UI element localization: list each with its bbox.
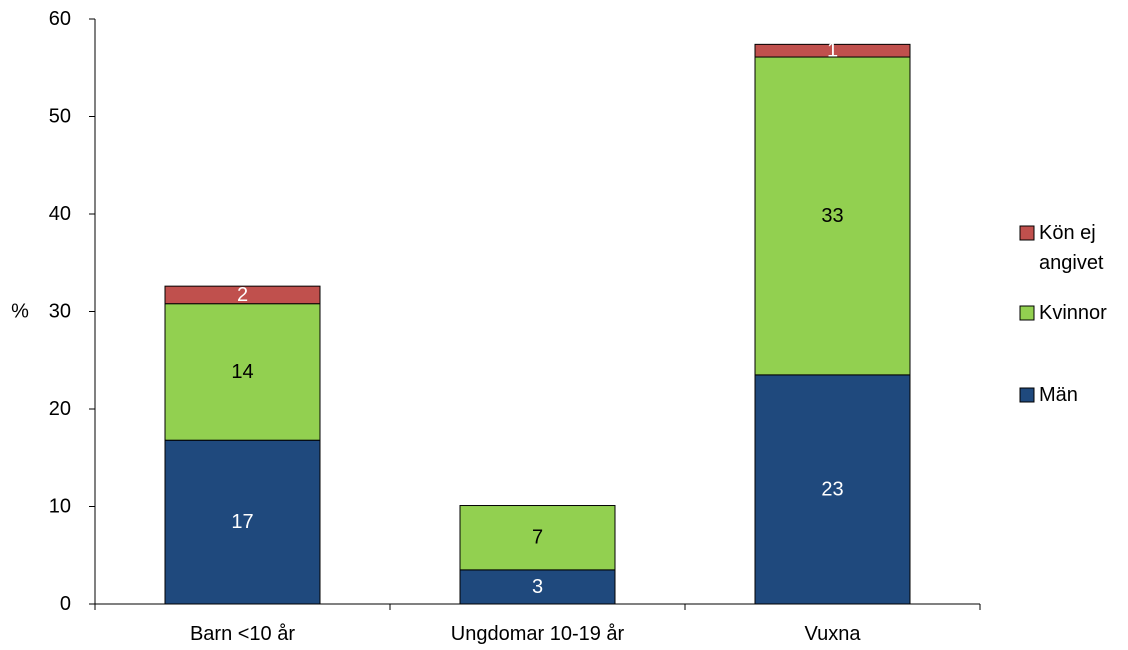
- y-tick-label: 30: [49, 301, 71, 323]
- legend-label-kon-ej-angivet: Kön ej angivet: [1039, 222, 1104, 274]
- data-label-vuxna-kvinnor: 33: [821, 205, 843, 227]
- y-tick-label: 60: [49, 8, 71, 30]
- legend-swatch-kvinnor: [1019, 305, 1035, 321]
- legend-label-kvinnor: Kvinnor: [1039, 302, 1107, 324]
- legend-swatch-kon-ej-angivet: [1019, 225, 1035, 241]
- y-tick-label: 0: [60, 593, 71, 615]
- legend: Kön ej angivet Kvinnor Män: [1019, 222, 1107, 406]
- x-tick-label: Barn <10 år: [190, 623, 295, 645]
- data-label-barn-10-ar-kvinnor: 14: [231, 361, 253, 383]
- legend-item-kon-ej-angivet: Kön ej angivet: [1019, 222, 1104, 274]
- bar-vuxna-kvinnor: [754, 56, 911, 376]
- data-label-barn-10-ar-kon-ej-angivet: 2: [237, 284, 248, 306]
- legend-swatch-man: [1019, 387, 1035, 403]
- legend-item-man: Män: [1019, 384, 1078, 406]
- legend-item-kvinnor: Kvinnor: [1019, 302, 1107, 324]
- bar-ungdomar-10-19-ar-man: [459, 569, 616, 605]
- bar-barn-10-ar-man: [164, 439, 321, 605]
- x-tick-label: Ungdomar 10-19 år: [451, 623, 625, 645]
- y-tick-label: 40: [49, 203, 71, 225]
- y-tick-label: 50: [49, 106, 71, 128]
- y-tick-label: 20: [49, 398, 71, 420]
- axes: 0 10 20 30 40 50 60 Barn <10 år Ungdomar 10-19 å…: [11, 8, 981, 645]
- data-label-ungdomar-10-19-ar-man: 3: [532, 576, 543, 598]
- y-axis-label: %: [11, 301, 29, 323]
- bar-ungdomar-10-19-ar-kvinnor: [459, 505, 616, 571]
- x-tick-label: Vuxna: [805, 623, 862, 645]
- data-label-barn-10-ar-man: 17: [231, 511, 253, 533]
- data-label-vuxna-man: 23: [821, 478, 843, 500]
- data-label-ungdomar-10-19-ar-kvinnor: 7: [532, 527, 543, 549]
- legend-label-man: Män: [1039, 384, 1078, 406]
- bar-vuxna-kon-ej-angivet: [754, 43, 911, 58]
- y-tick-label: 10: [49, 496, 71, 518]
- bar-barn-10-ar-kvinnor: [164, 303, 321, 441]
- bar-barn-10-ar-kon-ej-angivet: [164, 285, 321, 305]
- data-label-vuxna-kon-ej-angivet: 1: [827, 40, 838, 62]
